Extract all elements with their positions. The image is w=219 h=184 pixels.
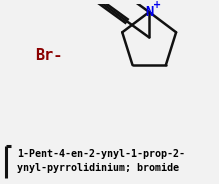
Text: Br-: Br- — [35, 47, 63, 63]
Text: 1-Pent-4-en-2-ynyl-1-prop-2-: 1-Pent-4-en-2-ynyl-1-prop-2- — [17, 149, 185, 159]
Text: N: N — [145, 5, 153, 19]
Text: +: + — [153, 0, 161, 10]
Text: ynyl-pyrrolidinium; bromide: ynyl-pyrrolidinium; bromide — [17, 163, 179, 173]
